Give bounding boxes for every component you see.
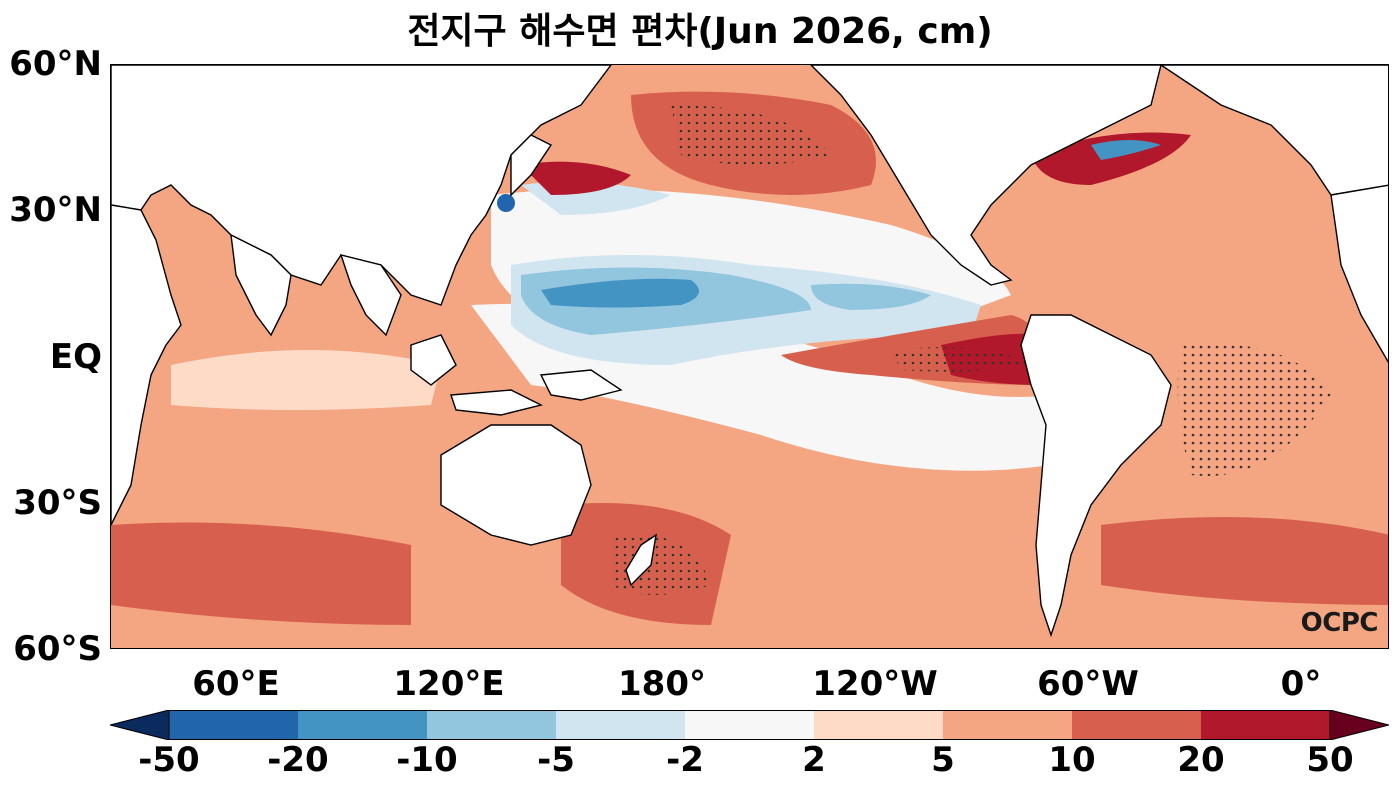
y-tick-30n: 30°N <box>9 190 102 230</box>
indonesia-landmass <box>450 389 544 416</box>
y-tick-60n: 60°N <box>9 44 102 84</box>
positive-southern-ocean-east <box>1101 517 1388 605</box>
colorbar-segment <box>298 710 428 740</box>
colorbar-segment <box>556 710 686 740</box>
land-masses <box>111 65 1388 638</box>
europe-landmass <box>1159 65 1388 196</box>
colorbar-label-10: 10 <box>1048 740 1096 780</box>
colorbar-label-neg2: -2 <box>666 740 704 780</box>
africa-landmass <box>111 204 182 526</box>
y-tick-eq: EQ <box>49 337 102 377</box>
indochina-landmass <box>339 254 402 337</box>
colorbar-segment <box>685 710 815 740</box>
y-tick-60s: 60°S <box>13 629 102 669</box>
stipple-atlantic <box>1177 343 1331 476</box>
colorbar-label-neg5: -5 <box>537 740 575 780</box>
colorbar-label-50: 50 <box>1306 740 1354 780</box>
borneo-landmass <box>410 334 457 386</box>
colorbar-label-neg20: -20 <box>267 740 329 780</box>
positive-kuroshio <box>521 161 631 195</box>
new-zealand-landmass <box>625 533 657 587</box>
weak-positive-indian <box>171 350 441 410</box>
colorbar-label-5: 5 <box>931 740 955 780</box>
colorbar-label-neg50: -50 <box>138 740 200 780</box>
map-title: 전지구 해수면 편차(Jun 2026, cm) <box>407 11 993 52</box>
colorbar-segment <box>943 710 1073 740</box>
australia-landmass <box>440 424 592 546</box>
x-tick-60w: 60°W <box>1037 664 1139 704</box>
colorbar-label-2: 2 <box>802 740 826 780</box>
india-landmass <box>230 233 292 337</box>
x-tick-0: 0° <box>1280 664 1322 704</box>
negative-eddy <box>497 194 515 212</box>
colorbar-segment <box>1072 710 1202 740</box>
positive-southern-ocean-west <box>111 522 411 625</box>
stipple-eq-pacific <box>891 347 1031 372</box>
north-america-landmass <box>810 65 1162 286</box>
colorbar-label-neg10: -10 <box>396 740 458 780</box>
x-tick-180: 180° <box>618 664 706 704</box>
japan-landmass <box>510 134 553 197</box>
colorbar-extend-max <box>1329 710 1389 740</box>
africa-west-landmass <box>1330 184 1388 363</box>
south-america-landmass <box>1020 314 1172 638</box>
colorbar-extend-min <box>110 710 170 740</box>
x-tick-120w: 120°W <box>812 664 938 704</box>
negative-gulf-stream <box>1091 140 1161 160</box>
negative-moderate-east <box>811 283 931 310</box>
x-tick-120e: 120°E <box>393 664 505 704</box>
colorbar-label-20: 20 <box>1177 740 1225 780</box>
colorbar-segment <box>814 710 944 740</box>
x-tick-60e: 60°E <box>192 664 280 704</box>
stipple-north-pacific <box>671 105 831 165</box>
colorbar <box>110 710 1389 740</box>
map-canvas <box>111 65 1388 648</box>
negative-strong <box>541 278 699 308</box>
colorbar-segment <box>169 710 299 740</box>
new-guinea-landmass <box>539 369 623 401</box>
colorbar-segment <box>427 710 557 740</box>
colorbar-segment <box>1201 710 1331 740</box>
ocpc-watermark: OCPC <box>1300 608 1379 638</box>
y-tick-30s: 30°S <box>13 483 102 523</box>
sea-level-anomaly-map: OCPC <box>110 64 1389 649</box>
